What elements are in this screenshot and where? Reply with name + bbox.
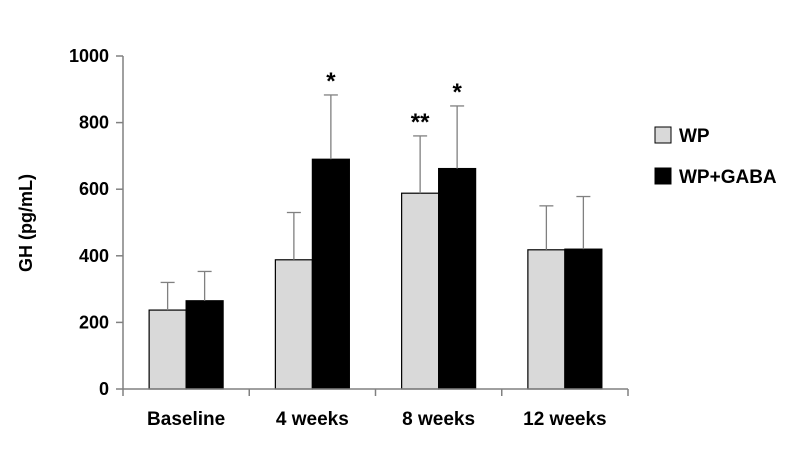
bar-wp-gaba <box>438 167 477 390</box>
bar-wp <box>527 249 566 390</box>
bar-wp <box>148 309 187 390</box>
bar-wp-gaba <box>311 158 350 390</box>
legend-swatch <box>654 126 672 144</box>
x-tick-label: 4 weeks <box>276 409 349 430</box>
y-axis-ticks: 0 200 400 600 800 1000 <box>69 46 124 399</box>
y-tick-label: 600 <box>79 179 109 199</box>
bar-wp <box>274 259 313 390</box>
bars: **** <box>148 68 603 390</box>
x-axis: Baseline 4 weeks 8 weeks 12 weeks <box>122 388 629 430</box>
x-tick-label: 12 weeks <box>523 409 606 430</box>
y-tick-label: 400 <box>79 246 109 266</box>
bar-wp-gaba <box>564 248 603 390</box>
x-tick-label: Baseline <box>147 409 225 430</box>
bar-wp <box>401 192 440 390</box>
significance-marker: ** <box>411 109 430 136</box>
legend-swatch <box>654 167 672 185</box>
y-tick-label: 200 <box>79 312 109 332</box>
legend: WP WP+GABA <box>654 126 777 188</box>
bar-wp-gaba <box>185 300 224 390</box>
y-tick-label: 0 <box>99 379 109 399</box>
significance-marker: * <box>326 68 336 95</box>
x-tick-label: 8 weeks <box>402 409 475 430</box>
significance-marker: * <box>452 79 462 106</box>
legend-label: WP <box>679 126 710 147</box>
y-axis-title: GH (pg/mL) <box>16 174 36 272</box>
y-tick-label: 1000 <box>69 46 109 66</box>
legend-label: WP+GABA <box>679 167 777 188</box>
y-tick-label: 800 <box>79 113 109 133</box>
